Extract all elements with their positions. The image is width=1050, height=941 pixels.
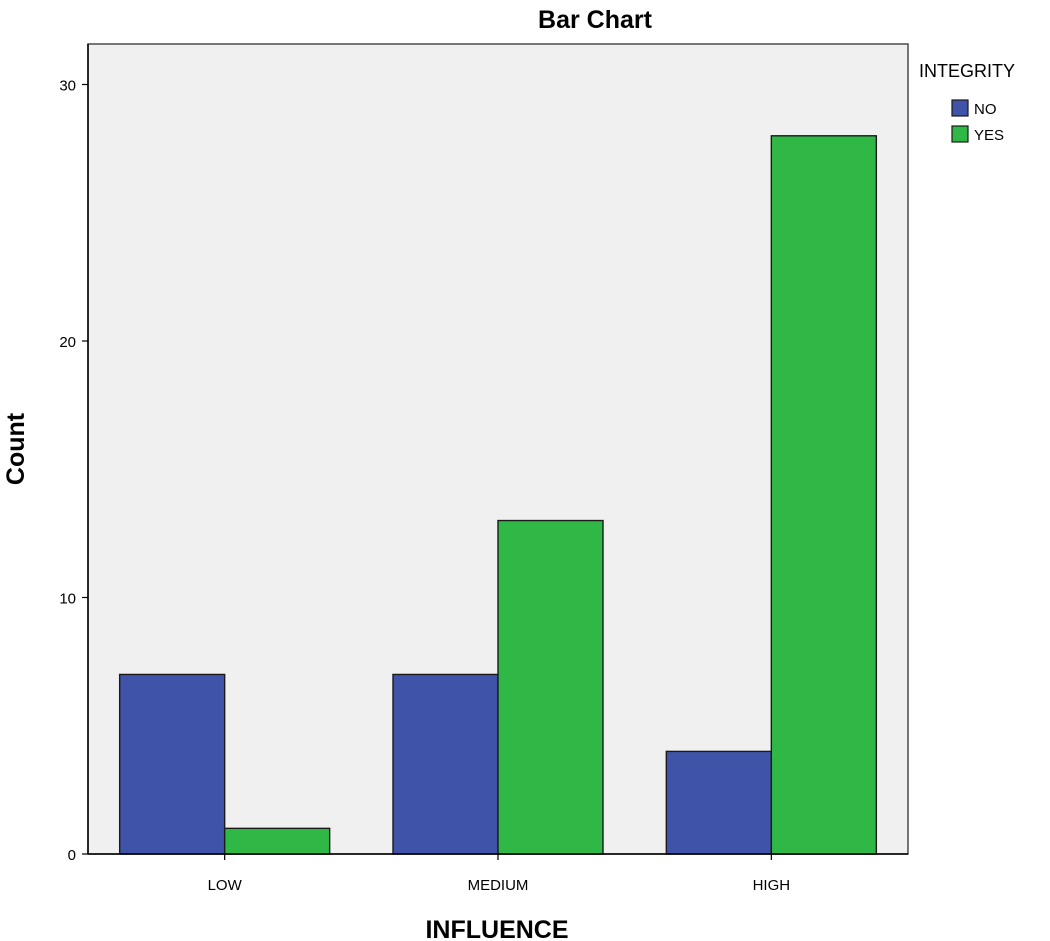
y-axis: 0 10 20 30 [59,44,89,864]
legend-items: NO YES [951,99,1004,144]
x-tick-label: LOW [208,877,243,894]
legend: INTEGRITY NO YES [919,61,1015,144]
legend-swatch-yes [951,125,969,143]
x-axis-title: INFLUENCE [425,916,568,941]
x-tick-label: HIGH [753,877,791,894]
bar-yes-low [223,827,331,855]
y-tick-label: 0 [68,847,76,864]
legend-title: INTEGRITY [919,61,1015,81]
legend-swatch-no [951,99,969,117]
bars [118,135,878,855]
chart-title: Bar Chart [538,6,653,34]
bar-no-high [665,750,773,855]
legend-label-yes: YES [974,127,1004,144]
bar-yes-high [770,135,878,855]
y-tick-label: 30 [59,78,76,95]
x-tick-label: MEDIUM [468,877,529,894]
x-axis: LOW MEDIUM HIGH [88,853,908,894]
bar-yes-medium [497,519,604,855]
plot-area: 0 10 20 30 LOW MEDIUM HIGH [59,43,909,894]
y-tick-label: 20 [59,334,76,351]
y-axis-title: Count [2,412,30,485]
bar-no-low [118,673,226,855]
legend-label-no: NO [974,101,997,118]
bar-no-medium [392,673,499,855]
y-tick-label: 10 [59,591,76,608]
